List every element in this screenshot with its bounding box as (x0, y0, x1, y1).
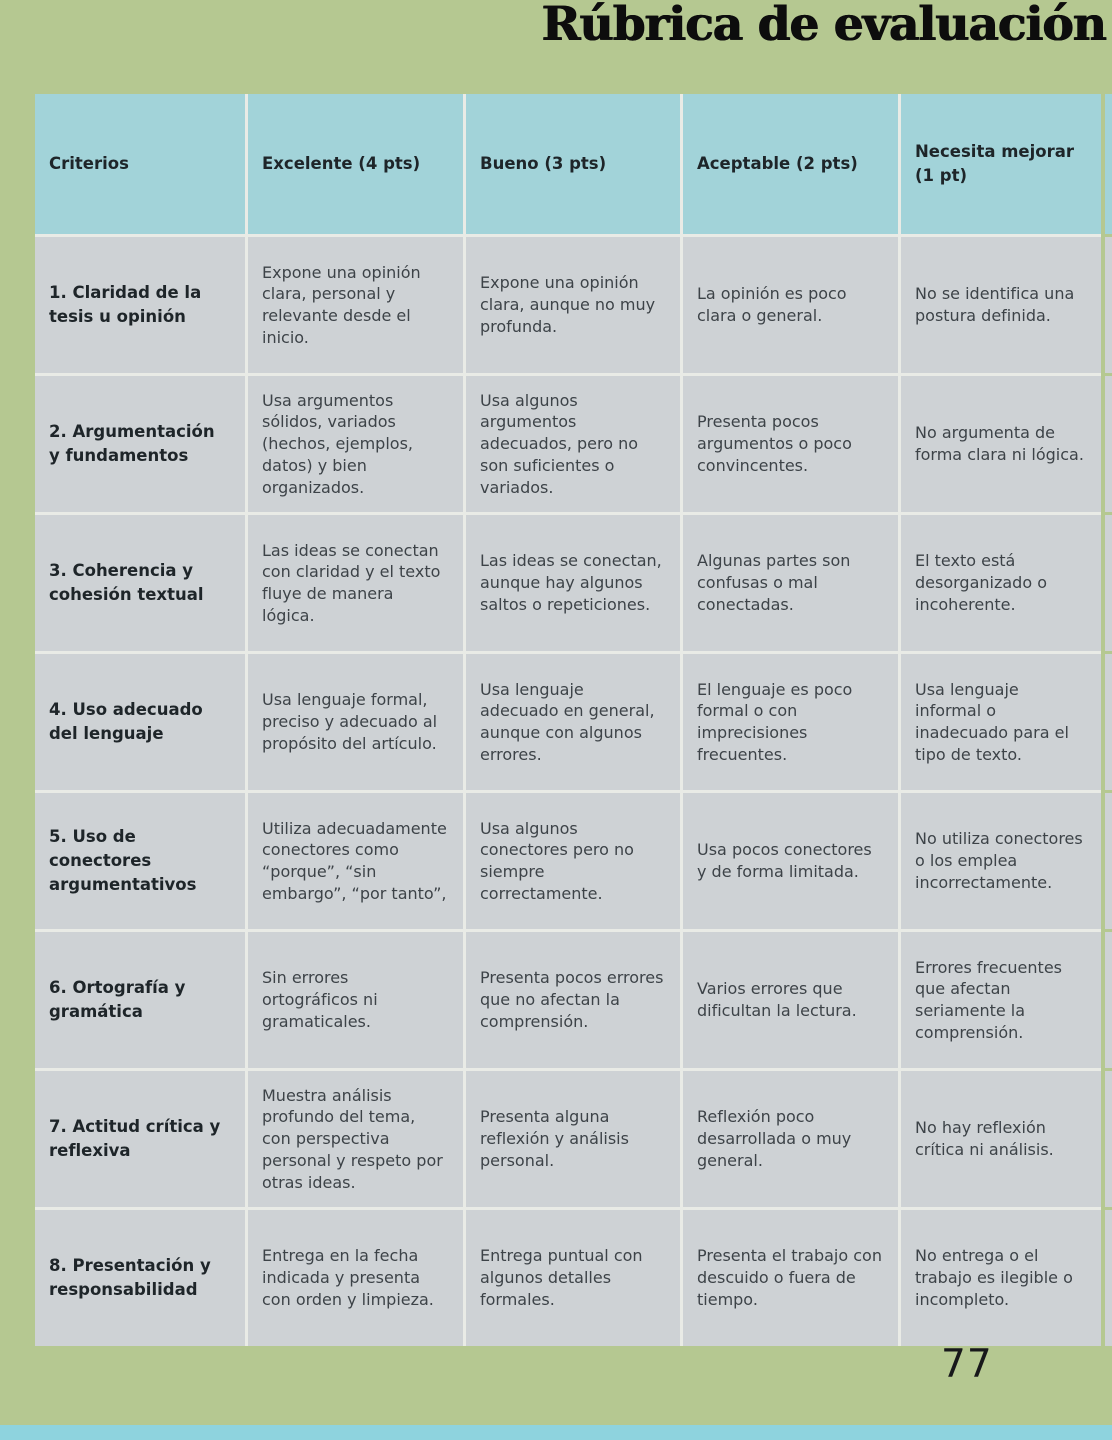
rubric-cell: Expone una opinión clara, aunque no muy … (466, 237, 680, 373)
rubric-cell: Presenta alguna reflexión y análisis per… (466, 1071, 680, 1207)
rubric-cell: Usa pocos conectores y de forma limitada… (683, 793, 898, 929)
criterion-label: 6. Ortografía y gramática (35, 932, 245, 1068)
rubric-cell: No se identifica una postura definida. (901, 237, 1101, 373)
rubric-cell: Presenta el trabajo con descuido o fuera… (683, 1210, 898, 1346)
criterion-label: 5. Uso de conectores argumentativos (35, 793, 245, 929)
criterion-label: 2. Argumentación y fundamentos (35, 376, 245, 512)
rubric-cell: Las ideas se conectan con claridad y el … (248, 515, 463, 651)
column-header-bueno: Bueno (3 pts) (466, 94, 680, 234)
rubric-cell: Varios errores que dificultan la lectura… (683, 932, 898, 1068)
rubric-cell: No argumenta de forma clara ni lógica. (901, 376, 1101, 512)
rubric-cell: Utiliza adecuadamente conectores como “p… (248, 793, 463, 929)
rubric-table: Criterios Excelente (4 pts) Bueno (3 pts… (35, 94, 1101, 1346)
rubric-cell: Usa argumentos sólidos, variados (hechos… (248, 376, 463, 512)
rubric-cell: Presenta pocos errores que no afectan la… (466, 932, 680, 1068)
rubric-cell: Usa algunos conectores pero no siempre c… (466, 793, 680, 929)
criterion-label: 7. Actitud crítica y reflexiva (35, 1071, 245, 1207)
rubric-cell: Muestra análisis profundo del tema, con … (248, 1071, 463, 1207)
rubric-cell: No utiliza conectores o los emplea incor… (901, 793, 1101, 929)
rubric-cell: Presenta pocos argumentos o poco convinc… (683, 376, 898, 512)
rubric-cell: Algunas partes son confusas o mal conect… (683, 515, 898, 651)
rubric-cell: Entrega puntual con algunos detalles for… (466, 1210, 680, 1346)
criterion-label: 1. Claridad de la tesis u opinión (35, 237, 245, 373)
rubric-cell: Usa lenguaje adecuado en general, aunque… (466, 654, 680, 790)
rubric-cell: Usa algunos argumentos adecuados, pero n… (466, 376, 680, 512)
rubric-cell: Las ideas se conectan, aunque hay alguno… (466, 515, 680, 651)
page-number: 77 (941, 1342, 993, 1387)
criterion-label: 3. Coherencia y cohesión textual (35, 515, 245, 651)
rubric-cell: El texto está desorganizado o incoherent… (901, 515, 1101, 651)
criterion-label: 8. Presentación y responsabilidad (35, 1210, 245, 1346)
rubric-cell: Errores frecuentes que afectan seriament… (901, 932, 1101, 1068)
column-header-criterios: Criterios (35, 94, 245, 234)
criterion-label: 4. Uso adecuado del lenguaje (35, 654, 245, 790)
rubric-cell: El lenguaje es poco formal o con impreci… (683, 654, 898, 790)
rubric-cell: No entrega o el trabajo es ilegible o in… (901, 1210, 1101, 1346)
rubric-cell: Reflexión poco desarrollada o muy genera… (683, 1071, 898, 1207)
column-header-excelente: Excelente (4 pts) (248, 94, 463, 234)
column-header-necesita-mejorar: Necesita mejorar (1 pt) (901, 94, 1101, 234)
column-header-aceptable: Aceptable (2 pts) (683, 94, 898, 234)
rubric-cell: La opinión es poco clara o general. (683, 237, 898, 373)
rubric-cell: Sin errores ortográficos ni gramaticales… (248, 932, 463, 1068)
rubric-cell: Usa lenguaje formal, preciso y adecuado … (248, 654, 463, 790)
footer-accent-bar (0, 1425, 1112, 1440)
rubric-cell: Expone una opinión clara, personal y rel… (248, 237, 463, 373)
page-title: Rúbrica de evaluación (541, 0, 1107, 52)
rubric-cell: Usa lenguaje informal o inadecuado para … (901, 654, 1101, 790)
rubric-cell: Entrega en la fecha indicada y presenta … (248, 1210, 463, 1346)
table-cutoff-edge (1105, 94, 1112, 1346)
rubric-cell: No hay reflexión crítica ni análisis. (901, 1071, 1101, 1207)
